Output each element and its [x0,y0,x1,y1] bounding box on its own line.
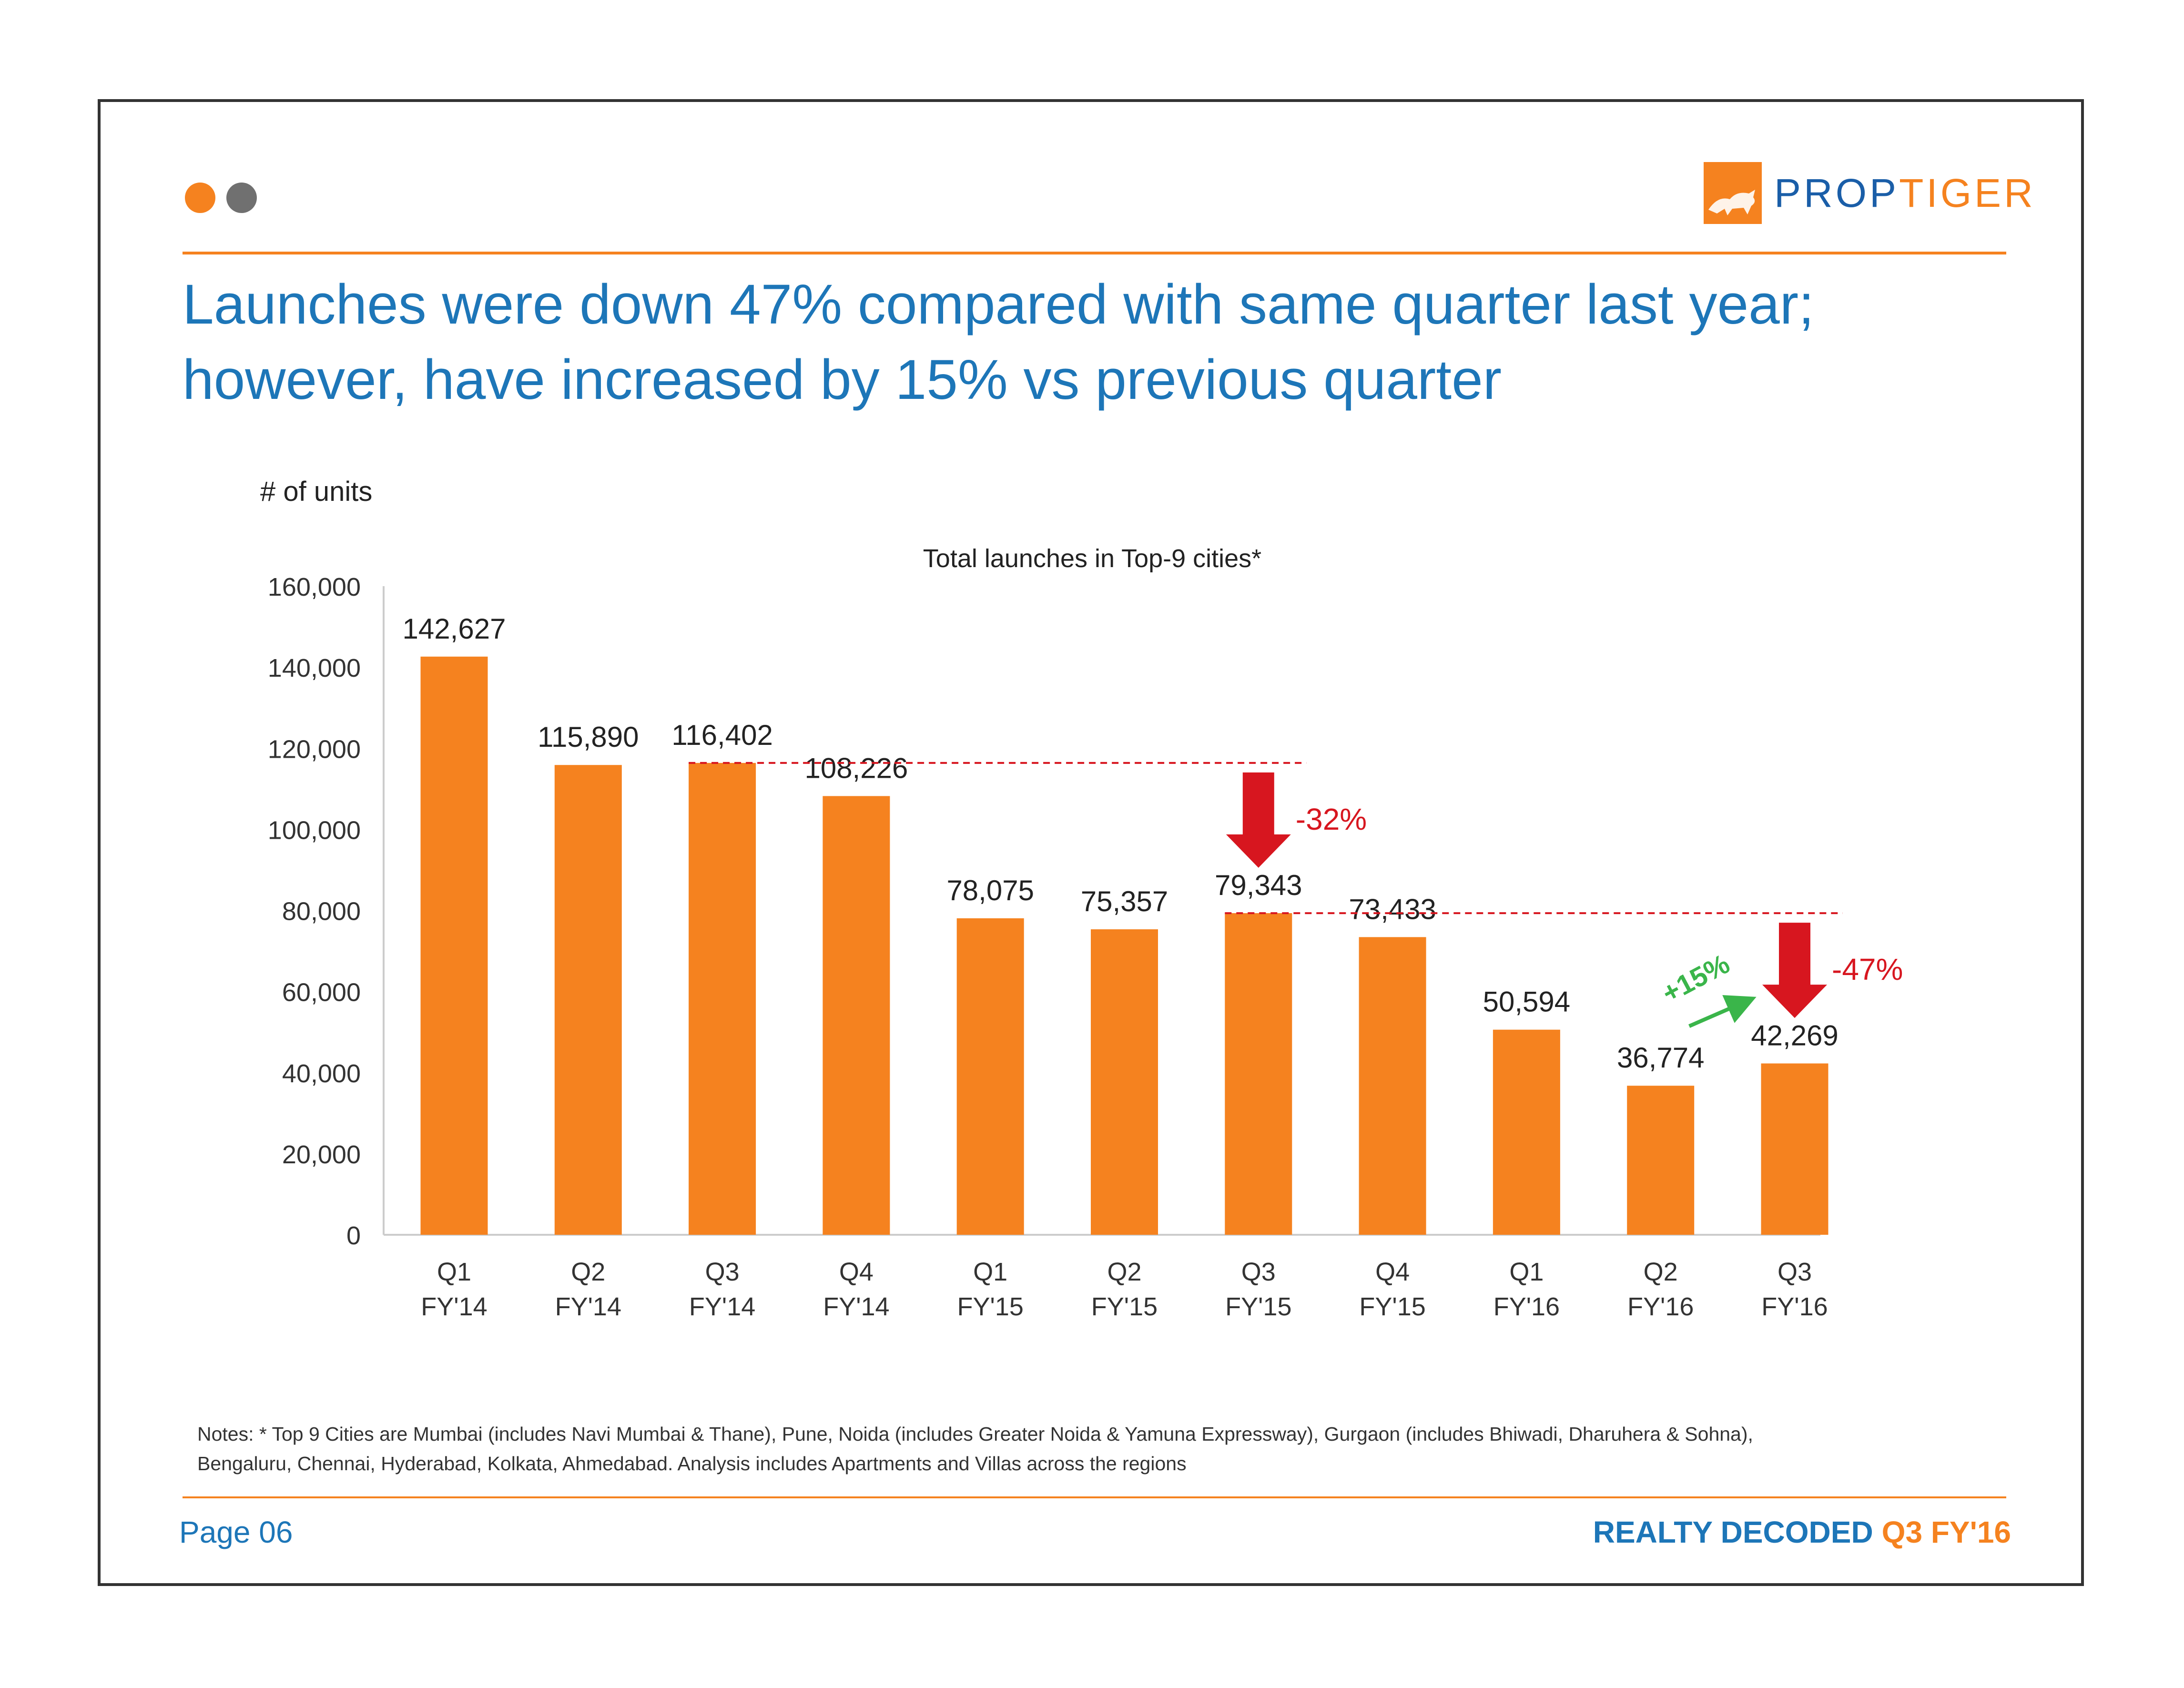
bar [1627,1086,1695,1235]
y-tick-label: 140,000 [268,654,361,682]
footer-edition: Q3 FY'16 [1881,1515,2011,1549]
x-tick-label: Q1 [437,1258,471,1286]
header-divider [183,252,2006,254]
bar [1225,913,1292,1235]
logo-wordmark: PROPTIGER [1774,170,2036,216]
y-tick-label: 0 [346,1221,361,1250]
x-tick-label: FY'14 [689,1292,755,1321]
bar [823,796,890,1235]
title-line-1: Launches were down 47% compared with sam… [183,273,1814,336]
y-tick-label: 80,000 [282,897,361,926]
logo-text-tiger: TIGER [1899,170,2036,215]
x-tick-label: Q1 [973,1258,1007,1286]
x-tick-label: FY'16 [1493,1292,1560,1321]
page-title: Launches were down 47% compared with sam… [183,267,2003,417]
slide-frame [98,99,2084,1586]
footer-brand: REALTY DECODED Q3 FY'16 [1593,1515,2011,1550]
data-label: 42,269 [1751,1019,1839,1051]
footer-brand-name: REALTY DECODED [1593,1515,1873,1549]
change-label: +15% [1657,948,1735,1009]
notes: Notes: * Top 9 Cities are Mumbai (includ… [197,1419,2008,1478]
x-tick-label: Q4 [1375,1258,1410,1286]
page-number: Page 06 [179,1515,293,1549]
x-tick-label: FY'16 [1761,1292,1828,1321]
x-tick-label: FY'15 [1091,1292,1158,1321]
grey-dot-icon [226,183,257,213]
data-label: 50,594 [1483,986,1571,1018]
data-label: 142,627 [403,613,506,645]
x-tick-label: FY'14 [421,1292,487,1321]
data-label: 73,433 [1349,893,1436,925]
y-tick-label: 160,000 [268,573,361,601]
data-label: 78,075 [946,875,1034,906]
data-label: 75,357 [1081,885,1168,917]
down-arrow-icon [1226,772,1291,868]
y-tick-label: 20,000 [282,1140,361,1169]
data-label: 108,226 [804,752,908,784]
x-tick-label: Q3 [705,1258,740,1286]
orange-dot-icon [185,183,215,213]
notes-line-1: Notes: * Top 9 Cities are Mumbai (includ… [197,1423,1753,1445]
x-tick-label: Q3 [1778,1258,1812,1286]
y-tick-label: 120,000 [268,735,361,763]
x-tick-label: Q2 [1644,1258,1678,1286]
data-label: 36,774 [1617,1042,1705,1074]
up-arrow-icon [1688,995,1757,1028]
x-tick-label: Q3 [1241,1258,1276,1286]
data-label: 116,402 [671,719,772,751]
x-tick-label: FY'15 [1359,1292,1425,1321]
x-tick-label: Q2 [571,1258,605,1286]
bar [1091,929,1158,1235]
x-tick-label: Q2 [1107,1258,1141,1286]
title-line-2: however, have increased by 15% vs previo… [183,348,1502,411]
data-label: 115,890 [538,721,639,753]
x-tick-label: FY'14 [555,1292,621,1321]
change-label: -32% [1296,802,1367,836]
footer-divider [183,1496,2006,1498]
down-arrow-icon [1762,923,1827,1018]
bar [1761,1063,1828,1235]
notes-line-2: Bengaluru, Chennai, Hyderabad, Kolkata, … [197,1453,1187,1474]
x-tick-label: FY'15 [1225,1292,1291,1321]
bar [956,918,1024,1235]
data-label: 79,343 [1215,869,1302,901]
x-tick-label: Q1 [1509,1258,1544,1286]
x-tick-label: FY'15 [957,1292,1024,1321]
x-tick-label: FY'14 [823,1292,889,1321]
bar [554,765,622,1235]
proptiger-logo: PROPTIGER [1704,162,2036,224]
bar [1493,1029,1560,1235]
y-axis-units-label: # of units [260,476,373,507]
x-tick-label: FY'16 [1627,1292,1694,1321]
y-tick-label: 40,000 [282,1059,361,1088]
bar [689,763,756,1235]
bar [420,656,488,1235]
bar [1359,937,1426,1235]
tiger-icon [1704,162,1762,224]
logo-text-prop: PROP [1774,170,1900,215]
y-tick-label: 100,000 [268,816,361,844]
chart-title: Total launches in Top-9 cities* [923,544,1261,573]
change-label: -47% [1832,952,1903,986]
x-tick-label: Q4 [839,1258,874,1286]
y-tick-label: 60,000 [282,978,361,1007]
